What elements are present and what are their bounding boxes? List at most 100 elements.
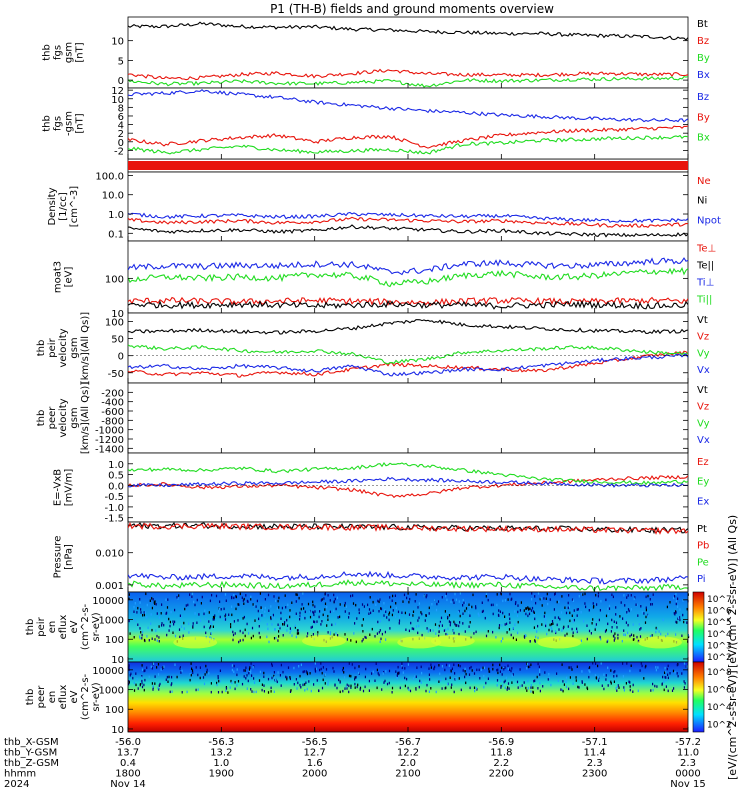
spectrogram-speck bbox=[629, 685, 631, 688]
spectrogram-speck bbox=[209, 626, 211, 630]
spectrogram-speck bbox=[507, 667, 509, 671]
spectrogram-speck bbox=[546, 632, 548, 636]
spectrogram-speck bbox=[540, 597, 542, 600]
spectrogram-speck bbox=[206, 668, 208, 672]
spectrogram-speck bbox=[452, 598, 454, 602]
spectrogram-speck bbox=[581, 670, 583, 673]
spectrogram-speck bbox=[189, 678, 191, 682]
spectrogram-speck bbox=[391, 599, 393, 602]
spectrogram-speck bbox=[614, 677, 616, 680]
spectrogram-speck bbox=[146, 666, 148, 669]
spectrogram-speck bbox=[589, 666, 591, 669]
spectrogram-speck bbox=[151, 637, 153, 640]
spectrogram-speck bbox=[319, 668, 321, 672]
spectrogram-speck bbox=[675, 600, 677, 603]
spectrogram-speck bbox=[533, 611, 535, 614]
ytick-label: -400 bbox=[101, 398, 124, 409]
spectrogram-speck bbox=[258, 679, 261, 682]
spectrogram-speck bbox=[411, 627, 413, 630]
spectrogram-speck bbox=[511, 681, 513, 684]
spectrogram-speck bbox=[548, 676, 551, 680]
spectrogram-speck bbox=[633, 634, 635, 637]
spectrogram-speck bbox=[525, 686, 527, 690]
spectrogram-speck bbox=[667, 664, 669, 668]
spectrogram-speck bbox=[553, 608, 555, 611]
spectrogram-speck bbox=[375, 662, 377, 665]
spectrogram-speck bbox=[504, 666, 506, 669]
spectrogram-speck bbox=[339, 681, 341, 684]
spectrogram-speck bbox=[551, 620, 554, 623]
spectrogram-speck bbox=[185, 604, 187, 607]
spectrogram-speck bbox=[438, 680, 440, 683]
spectrogram-speck bbox=[396, 674, 398, 677]
spectrogram-speck bbox=[344, 604, 346, 607]
spectrogram-speck bbox=[322, 613, 324, 617]
spectrogram-speck bbox=[616, 685, 618, 688]
xrow-value: Nov 14 bbox=[110, 779, 145, 790]
spectrogram-speck bbox=[294, 626, 296, 629]
spectrogram-speck bbox=[295, 678, 297, 681]
spectrogram-speck bbox=[645, 608, 647, 612]
series-line-Ti|| bbox=[128, 266, 688, 288]
spectrogram-speck bbox=[198, 613, 200, 616]
spectrogram-speck bbox=[289, 690, 292, 693]
spectrogram-speck bbox=[270, 690, 272, 693]
spectrogram-speck bbox=[359, 688, 361, 691]
spectrogram-speck bbox=[404, 667, 406, 670]
spectrogram-speck bbox=[259, 613, 261, 616]
spectrogram-speck bbox=[637, 614, 639, 617]
spectrogram-speck bbox=[649, 635, 651, 638]
spectrogram-speck bbox=[537, 636, 539, 640]
spectrogram-speck bbox=[618, 686, 620, 689]
spectrogram-speck bbox=[499, 663, 501, 667]
spectrogram-speck bbox=[245, 677, 247, 680]
spectrogram-speck bbox=[504, 686, 506, 690]
spectrogram-speck bbox=[270, 677, 272, 680]
spectrogram-speck bbox=[529, 607, 531, 611]
spectrogram-speck bbox=[530, 609, 533, 612]
ground-flag-panel bbox=[127, 158, 689, 173]
spectrogram-speck bbox=[501, 624, 503, 627]
spectrogram-speck bbox=[594, 626, 596, 629]
ytick-label: 4 bbox=[118, 121, 124, 132]
spectrogram-speck bbox=[244, 628, 246, 632]
spectrogram-speck bbox=[148, 675, 150, 679]
spectrogram-speck bbox=[165, 678, 167, 681]
spectrogram-speck bbox=[264, 614, 266, 618]
spectrogram-speck bbox=[253, 690, 255, 694]
spectrogram-speck bbox=[483, 666, 485, 670]
spectrogram-speck bbox=[410, 621, 412, 625]
spectrogram-speck bbox=[329, 610, 331, 614]
spectrogram-speck bbox=[469, 667, 471, 670]
xrow-value: 11.8 bbox=[490, 748, 512, 759]
spectrogram-speck bbox=[415, 675, 417, 678]
spectrogram-speck bbox=[407, 686, 409, 690]
spectrogram-speck bbox=[665, 678, 667, 682]
spectrogram-speck bbox=[371, 627, 373, 631]
spectrogram-speck bbox=[508, 613, 510, 616]
spectrogram-speck bbox=[526, 689, 528, 692]
spectrogram-speck bbox=[603, 687, 605, 691]
spectrogram-speck bbox=[445, 632, 447, 636]
spectrogram-speck bbox=[146, 616, 148, 619]
spectrogram-speck bbox=[348, 616, 350, 619]
spectrogram-speck bbox=[441, 596, 443, 599]
spectrogram-speck bbox=[158, 684, 160, 687]
spectrogram-speck bbox=[580, 639, 582, 642]
spectrogram-speck bbox=[535, 601, 537, 605]
spectrogram-speck bbox=[381, 632, 383, 636]
spectrogram-speck bbox=[128, 664, 130, 667]
spectrogram-speck bbox=[675, 602, 677, 606]
spectrogram-speck bbox=[392, 609, 394, 612]
spectrogram-speck bbox=[188, 622, 190, 625]
spectrogram-speck bbox=[666, 667, 668, 671]
spectrogram-speck bbox=[327, 594, 329, 597]
spectrogram-speck bbox=[625, 617, 627, 621]
spectrogram-speck bbox=[428, 667, 430, 670]
spectrogram-speck bbox=[368, 608, 371, 611]
ytick-label: 10 bbox=[111, 725, 124, 736]
spectrogram-speck bbox=[487, 677, 489, 680]
legend-Pe: Pe bbox=[697, 557, 709, 568]
